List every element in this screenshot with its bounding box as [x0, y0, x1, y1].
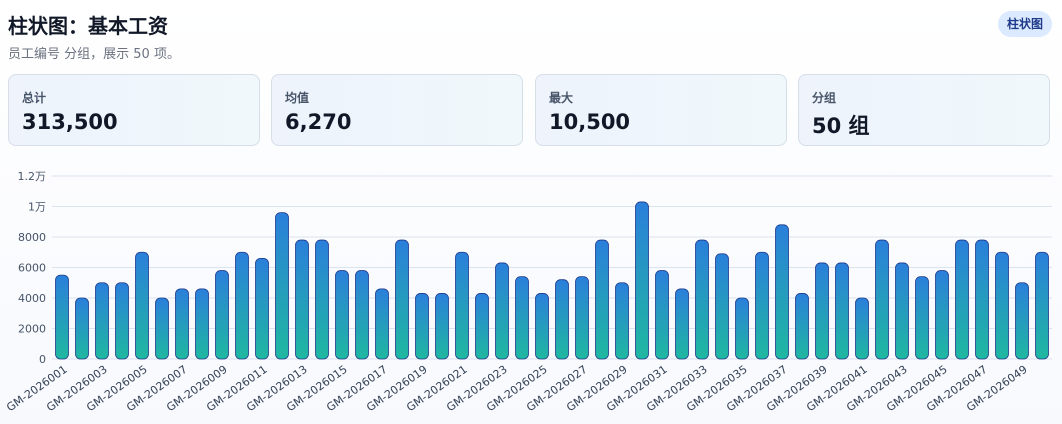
- bar[interactable]: [375, 288, 389, 360]
- bar[interactable]: [755, 251, 769, 360]
- stat-value-groups: 50 组: [812, 114, 870, 138]
- bar[interactable]: [655, 270, 669, 360]
- bar[interactable]: [215, 270, 229, 360]
- bar[interactable]: [875, 239, 889, 360]
- bar[interactable]: [95, 282, 109, 360]
- y-tick-label: 0: [39, 353, 46, 366]
- y-tick-label: 4000: [18, 292, 46, 305]
- bar[interactable]: [915, 276, 929, 360]
- bar[interactable]: [675, 288, 689, 360]
- y-tick-label: 1.2万: [18, 170, 47, 183]
- bar[interactable]: [995, 251, 1009, 360]
- bar[interactable]: [315, 239, 329, 360]
- bar[interactable]: [795, 293, 809, 360]
- y-tick-label: 2000: [18, 323, 46, 336]
- bar[interactable]: [255, 257, 269, 360]
- stat-card-max: 最大 10,500: [535, 74, 787, 146]
- bar[interactable]: [115, 282, 129, 360]
- bar[interactable]: [695, 239, 709, 360]
- bar[interactable]: [55, 274, 69, 360]
- bar[interactable]: [355, 270, 369, 360]
- bar[interactable]: [955, 239, 969, 360]
- bar[interactable]: [455, 251, 469, 360]
- bar[interactable]: [155, 297, 169, 360]
- bar[interactable]: [815, 262, 829, 360]
- bar[interactable]: [715, 253, 729, 360]
- bar[interactable]: [635, 201, 649, 360]
- y-tick-label: 6000: [18, 262, 46, 275]
- stat-value-max: 10,500: [549, 110, 631, 134]
- stat-label-total: 总计: [22, 91, 47, 105]
- bar[interactable]: [735, 297, 749, 360]
- stat-label-max: 最大: [549, 91, 574, 105]
- bar[interactable]: [535, 293, 549, 360]
- y-tick-label: 8000: [18, 231, 46, 244]
- stat-label-groups: 分组: [812, 91, 837, 105]
- bar[interactable]: [1015, 282, 1029, 360]
- bar[interactable]: [835, 262, 849, 360]
- bar[interactable]: [75, 297, 89, 360]
- bar[interactable]: [235, 251, 249, 360]
- stat-card-total: 总计 313,500: [8, 74, 260, 146]
- bar[interactable]: [295, 239, 309, 360]
- bar[interactable]: [555, 279, 569, 360]
- stat-card-groups: 分组 50 组: [798, 74, 1050, 146]
- bar[interactable]: [435, 293, 449, 360]
- stat-value-total: 313,500: [22, 110, 118, 134]
- bar[interactable]: [935, 270, 949, 360]
- bar[interactable]: [135, 251, 149, 360]
- bar[interactable]: [775, 224, 789, 360]
- stat-value-mean: 6,270: [285, 110, 352, 134]
- bar[interactable]: [515, 276, 529, 360]
- bar[interactable]: [395, 239, 409, 360]
- bar[interactable]: [495, 262, 509, 360]
- chart-subtitle: 员工编号 分组，展示 50 项。: [8, 47, 180, 62]
- stat-card-mean: 均值 6,270: [271, 74, 523, 146]
- bar-chart: 020004000600080001万1.2万GM-2026001GM-2026…: [4, 170, 1052, 414]
- chart-type-badge[interactable]: 柱状图: [997, 11, 1052, 37]
- y-tick-label: 1万: [28, 201, 46, 214]
- bar[interactable]: [415, 293, 429, 360]
- bar[interactable]: [195, 288, 209, 360]
- stat-cards: 总计 313,500 均值 6,270 最大 10,500 分组 50 组: [8, 74, 1052, 146]
- bar[interactable]: [175, 288, 189, 360]
- bar[interactable]: [275, 212, 289, 360]
- bar[interactable]: [975, 239, 989, 360]
- bar[interactable]: [1035, 251, 1049, 360]
- chart-title: 柱状图：基本工资: [8, 14, 168, 38]
- stat-label-mean: 均值: [285, 91, 310, 105]
- bar[interactable]: [575, 276, 589, 360]
- bar[interactable]: [615, 282, 629, 360]
- bar[interactable]: [855, 297, 869, 360]
- bar[interactable]: [335, 270, 349, 360]
- bar[interactable]: [595, 239, 609, 360]
- bar[interactable]: [475, 293, 489, 360]
- bar[interactable]: [895, 262, 909, 360]
